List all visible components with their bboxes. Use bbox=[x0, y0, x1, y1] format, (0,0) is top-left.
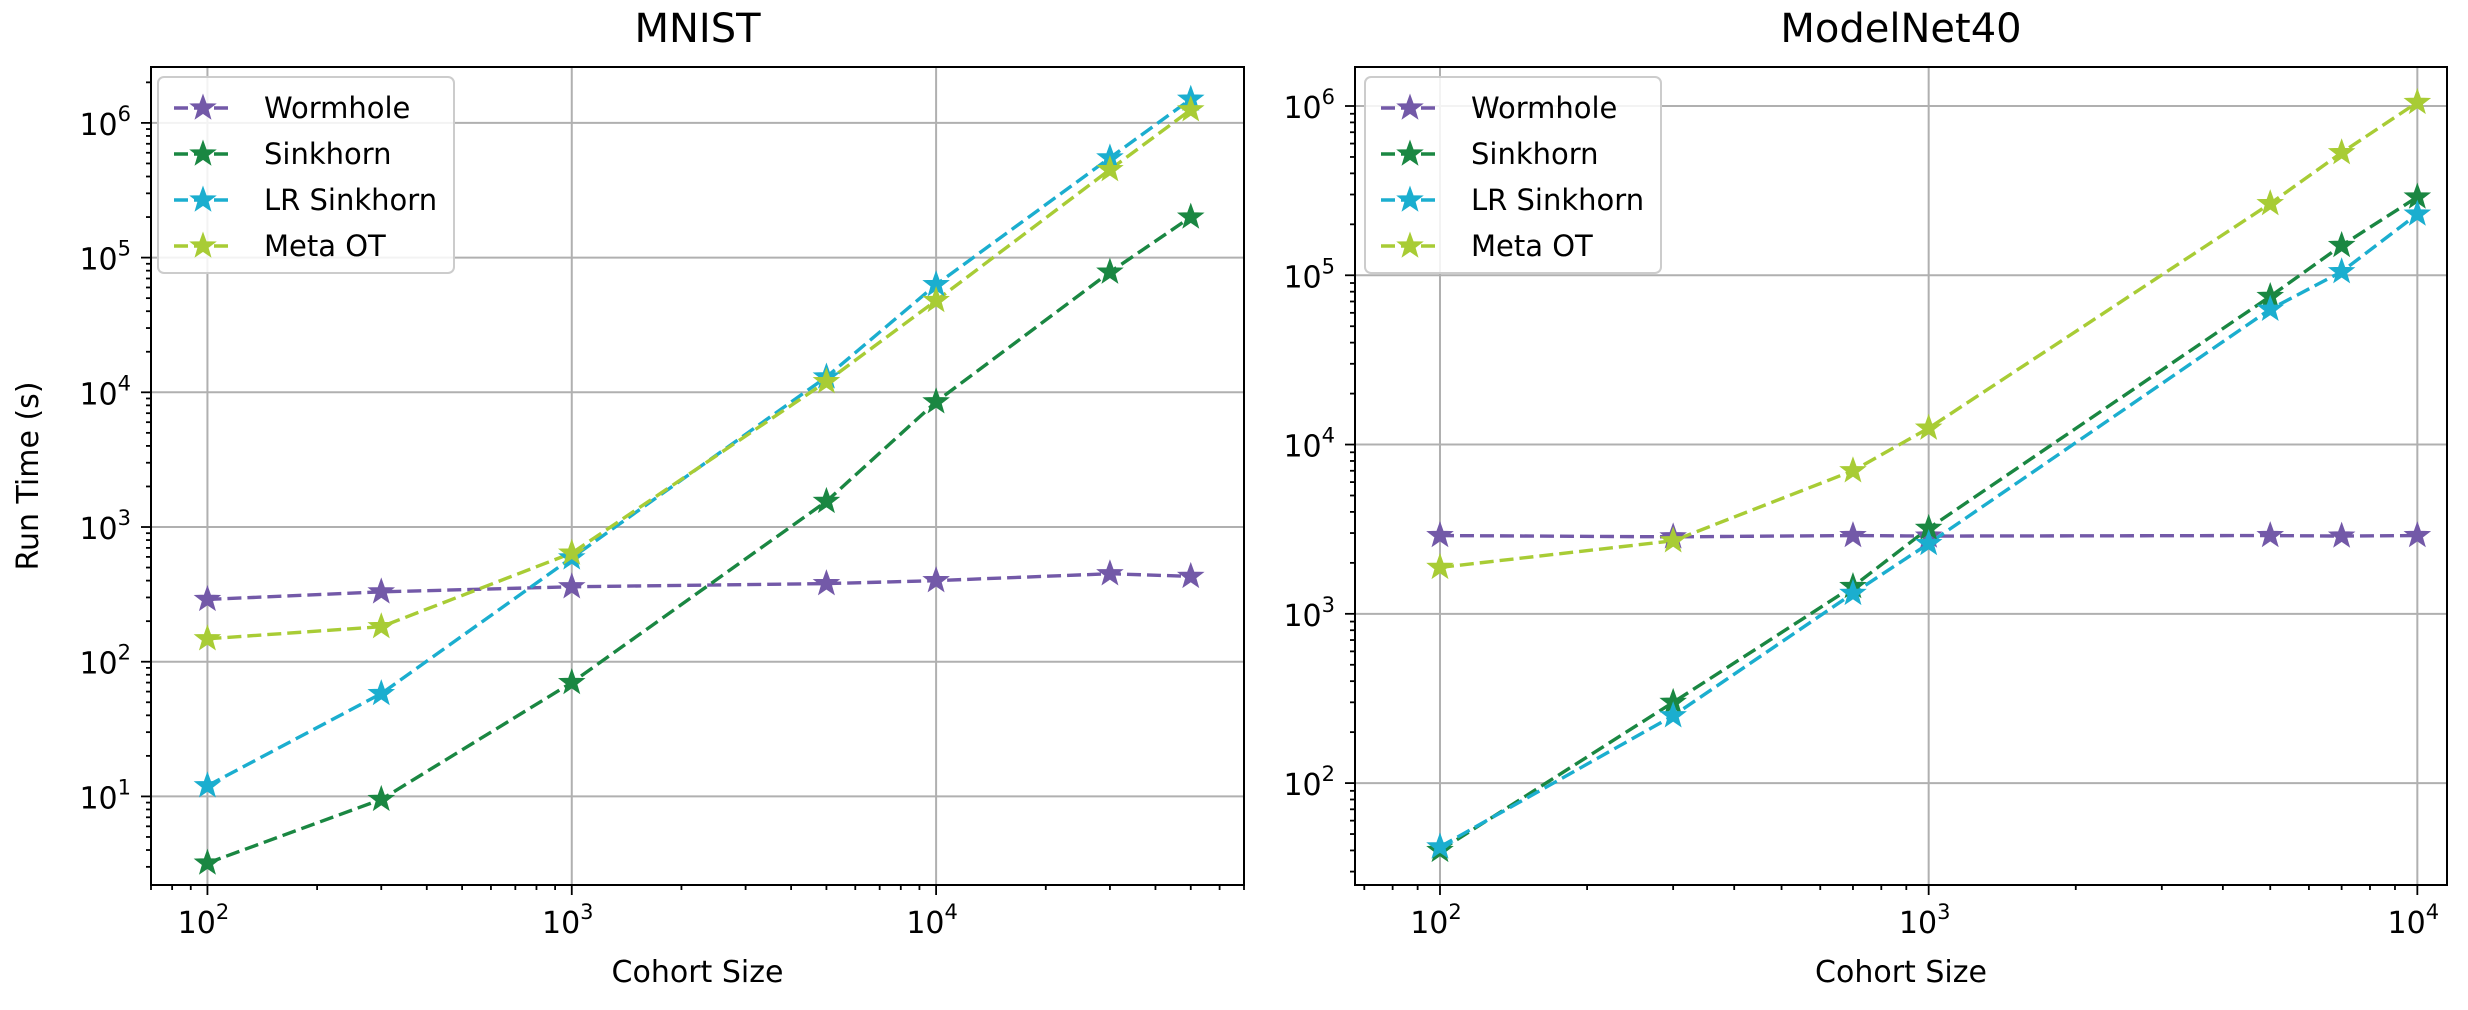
legend-label-meta-ot: Meta OT bbox=[264, 229, 386, 263]
y-tick-label: 103 bbox=[1283, 593, 1335, 634]
data-point-wormhole bbox=[812, 569, 841, 596]
data-point-sinkhorn bbox=[193, 848, 222, 875]
data-point-wormhole bbox=[1839, 521, 1867, 548]
data-point-meta-ot bbox=[367, 612, 396, 639]
y-tick-label: 103 bbox=[79, 506, 131, 547]
legend-label-sinkhorn: Sinkhorn bbox=[264, 137, 392, 171]
data-point-sinkhorn bbox=[2327, 230, 2356, 258]
x-axis-label: Cohort Size bbox=[612, 955, 784, 990]
data-point-wormhole bbox=[367, 577, 396, 604]
y-tick-label: 104 bbox=[1283, 424, 1335, 465]
data-point-wormhole bbox=[1176, 561, 1205, 589]
data-point-meta-ot bbox=[2403, 87, 2432, 115]
data-point-wormhole bbox=[2256, 521, 2285, 548]
series-group bbox=[193, 84, 1205, 875]
data-point-meta-ot bbox=[1176, 95, 1205, 122]
data-point-lr-sinkhorn bbox=[2256, 294, 2285, 321]
data-point-meta-ot bbox=[557, 538, 586, 565]
legend-label-lr-sinkhorn: LR Sinkhorn bbox=[1471, 183, 1644, 217]
data-point-wormhole bbox=[1096, 559, 1124, 586]
chart-title: MNIST bbox=[634, 6, 761, 52]
series-group bbox=[1426, 87, 2432, 863]
data-point-lr-sinkhorn bbox=[1839, 578, 1867, 606]
data-point-wormhole bbox=[1426, 521, 1454, 548]
y-tick-label: 104 bbox=[79, 371, 131, 412]
modelnet40-panel: 102 103 104 102 103 104 105 106 ModelNet40 Cohort… bbox=[1283, 6, 2448, 990]
legend-label-lr-sinkhorn: LR Sinkhorn bbox=[264, 183, 437, 217]
data-point-meta-ot bbox=[1426, 552, 1454, 580]
y-tick-label: 105 bbox=[79, 237, 131, 278]
legend-marker-sinkhorn bbox=[1396, 139, 1424, 166]
legend-box bbox=[1364, 76, 1662, 274]
legend-label-sinkhorn: Sinkhorn bbox=[1471, 137, 1599, 171]
data-point-sinkhorn bbox=[812, 486, 841, 514]
x-axis-label: Cohort Size bbox=[1815, 955, 1987, 990]
x-tick-label: 102 bbox=[1410, 900, 1462, 941]
data-point-lr-sinkhorn bbox=[1914, 529, 1943, 556]
y-tick-label: 101 bbox=[79, 775, 131, 816]
legend-marker-meta-ot bbox=[1396, 231, 1424, 258]
data-point-meta-ot bbox=[922, 286, 950, 313]
data-point-lr-sinkhorn bbox=[1659, 701, 1687, 728]
data-point-sinkhorn bbox=[557, 668, 586, 695]
plot-frame bbox=[150, 66, 1245, 886]
data-point-meta-ot bbox=[1659, 526, 1687, 553]
x-tick-label: 104 bbox=[906, 900, 958, 941]
data-point-lr-sinkhorn bbox=[367, 679, 396, 706]
data-point-meta-ot bbox=[193, 624, 222, 651]
data-point-wormhole bbox=[922, 566, 950, 593]
data-point-meta-ot bbox=[1096, 155, 1124, 182]
chart-title: ModelNet40 bbox=[1780, 6, 2021, 52]
legend-label-wormhole: Wormhole bbox=[1471, 91, 1617, 125]
data-point-lr-sinkhorn bbox=[2403, 199, 2432, 226]
data-point-wormhole bbox=[557, 572, 586, 599]
x-tick-label: 104 bbox=[2388, 900, 2440, 941]
y-tick-label: 102 bbox=[1283, 762, 1335, 803]
series-line-wormhole bbox=[207, 572, 1191, 602]
legend-marker-sinkhorn bbox=[189, 139, 217, 166]
legend-label-meta-ot: Meta OT bbox=[1471, 229, 1593, 263]
data-point-lr-sinkhorn bbox=[193, 771, 222, 798]
y-tick-label: 106 bbox=[1283, 85, 1335, 126]
y-tick-label: 106 bbox=[79, 102, 131, 143]
grid-lines bbox=[1355, 67, 2447, 885]
data-point-wormhole bbox=[2327, 521, 2356, 548]
data-point-sinkhorn bbox=[367, 784, 396, 812]
plot-frame bbox=[1354, 66, 2448, 886]
x-tick-label: 103 bbox=[1899, 900, 1951, 941]
legend: Wormhole Sinkhorn LR Sinkhorn Meta OT bbox=[157, 76, 455, 274]
legend-label-wormhole: Wormhole bbox=[264, 91, 410, 125]
x-tick-label: 103 bbox=[542, 900, 594, 941]
data-point-sinkhorn bbox=[1096, 257, 1124, 284]
data-point-sinkhorn bbox=[1176, 202, 1205, 229]
data-point-meta-ot bbox=[1914, 413, 1943, 440]
legend-marker-lr-sinkhorn bbox=[189, 185, 217, 212]
series-line-sinkhorn bbox=[206, 215, 1192, 865]
y-axis-label: Run Time (s) bbox=[11, 381, 46, 570]
legend: Wormhole Sinkhorn LR Sinkhorn Meta OT bbox=[1364, 76, 1662, 274]
data-point-meta-ot bbox=[1839, 456, 1867, 483]
x-tick-label: 102 bbox=[178, 900, 230, 941]
data-point-meta-ot bbox=[2327, 138, 2356, 165]
data-point-meta-ot bbox=[812, 367, 841, 394]
legend-marker-wormhole bbox=[1396, 93, 1424, 120]
data-point-lr-sinkhorn bbox=[2327, 257, 2356, 284]
data-point-wormhole bbox=[193, 584, 222, 612]
data-point-lr-sinkhorn bbox=[1426, 832, 1454, 859]
legend-marker-meta-ot bbox=[189, 231, 217, 258]
legend-marker-wormhole bbox=[189, 93, 217, 120]
grid-lines bbox=[151, 67, 1244, 885]
data-point-sinkhorn bbox=[922, 387, 950, 414]
data-point-wormhole bbox=[2403, 521, 2432, 548]
legend-box bbox=[157, 76, 455, 274]
data-point-meta-ot bbox=[2256, 189, 2285, 216]
legend-marker-lr-sinkhorn bbox=[1396, 185, 1424, 212]
mnist-panel: 102 103 104 101 102 103 104 105 106 MNIST Cohort S… bbox=[11, 6, 1245, 990]
y-tick-label: 102 bbox=[79, 641, 131, 682]
y-tick-label: 105 bbox=[1283, 254, 1335, 295]
